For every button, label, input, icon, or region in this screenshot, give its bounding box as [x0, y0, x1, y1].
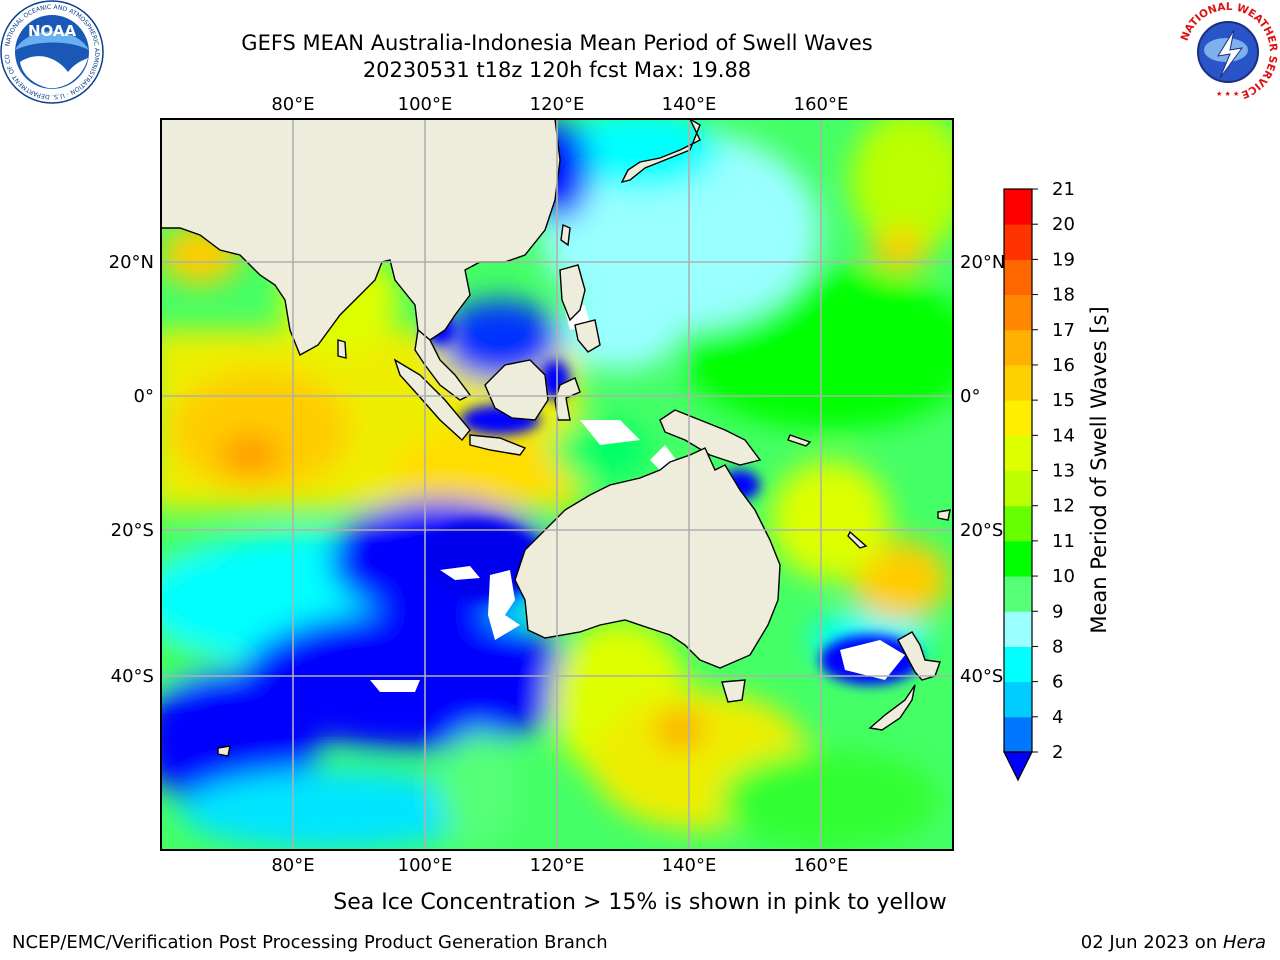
colorbar-segment	[1004, 576, 1032, 612]
svg-text:★ ★ ★: ★ ★ ★	[1216, 90, 1239, 98]
lon-label-top: 160°E	[794, 94, 849, 115]
colorbar-tick-label: 2	[1052, 742, 1063, 763]
colorbar-segment	[1004, 400, 1032, 436]
chart-subtitle: 20230531 t18z 120h fcst Max: 19.88	[362, 58, 752, 82]
lon-label-top: 80°E	[271, 94, 314, 115]
noaa-logo: NATIONAL OCEANIC AND ATMOSPHERIC ADMINIS…	[0, 0, 104, 104]
colorbar-segment	[1004, 329, 1032, 366]
colorbar-extension	[1003, 751, 1033, 782]
lon-label-bottom: 140°E	[662, 855, 717, 876]
colorbar-tick-label: 14	[1052, 425, 1075, 446]
lon-label-top: 100°E	[398, 94, 453, 115]
mask-patches	[370, 305, 905, 692]
landmasses	[161, 119, 951, 757]
noaa-logo-text: NOAA	[28, 22, 77, 40]
footer-credit: NCEP/EMC/Verification Post Processing Pr…	[12, 932, 608, 953]
lat-label-left: 20°N	[109, 252, 154, 273]
colorbar-tick-label: 12	[1052, 496, 1075, 517]
lon-label-bottom: 120°E	[530, 855, 585, 876]
colorbar-tick-label: 13	[1052, 461, 1075, 482]
colorbar-segment	[1004, 716, 1032, 753]
lat-label-right: 40°S	[960, 666, 1003, 687]
lat-label-right: 20°S	[960, 520, 1003, 541]
map-field	[161, 119, 953, 850]
colorbar-tick-label: 18	[1052, 285, 1075, 306]
colorbar-segment	[1004, 681, 1032, 718]
map-frame	[160, 118, 954, 851]
lon-label-bottom: 100°E	[398, 855, 453, 876]
footer-date-text: 02 Jun 2023 on	[1080, 932, 1223, 953]
nws-logo: NATIONAL WEATHER SERVICE ★ ★ ★	[1178, 1, 1279, 102]
colorbar: 2 4 6 8 9 10 11 12 13 14 15 16 17 18 19 20 21	[1003, 179, 1075, 782]
colorbar-segment	[1004, 646, 1032, 683]
colorbar-tick-label: 11	[1052, 531, 1075, 552]
colorbar-tick-label: 15	[1052, 390, 1075, 411]
colorbar-segment	[1004, 505, 1032, 542]
lon-label-bottom: 80°E	[271, 855, 314, 876]
lon-label-top: 140°E	[662, 94, 717, 115]
graticule	[161, 119, 953, 850]
colorbar-segment	[1004, 540, 1032, 577]
lon-label-bottom: 160°E	[794, 855, 849, 876]
sea-ice-note: Sea Ice Concentration > 15% is shown in …	[333, 890, 947, 915]
colorbar-tick-label: 6	[1052, 672, 1063, 693]
colorbar-tick-label: 17	[1052, 320, 1075, 341]
colorbar-segment	[1004, 294, 1032, 331]
colorbar-tick-label: 20	[1052, 214, 1075, 235]
lon-label-top: 120°E	[530, 94, 585, 115]
lat-label-left: 20°S	[111, 520, 154, 541]
lat-label-right: 20°N	[960, 252, 1005, 273]
colorbar-segment	[1004, 611, 1032, 647]
colorbar-tick-label: 21	[1052, 179, 1075, 200]
colorbar-tick-label: 4	[1052, 707, 1063, 728]
colorbar-label: Mean Period of Swell Waves [s]	[1087, 306, 1111, 633]
colorbar-tick-label: 10	[1052, 566, 1075, 587]
lat-label-left: 40°S	[111, 666, 154, 687]
lat-label-right: 0°	[960, 386, 980, 407]
footer-host: Hera	[1222, 932, 1266, 953]
colorbar-tick-label: 19	[1052, 249, 1075, 270]
colorbar-tick-label: 16	[1052, 355, 1075, 376]
colorbar-segment	[1004, 364, 1032, 401]
colorbar-segment	[1004, 470, 1032, 507]
chart-title: GEFS MEAN Australia-Indonesia Mean Perio…	[241, 31, 873, 55]
colorbar-tick-label: 9	[1052, 601, 1063, 622]
colorbar-tick-label: 8	[1052, 636, 1063, 657]
footer-date: 02 Jun 2023 on Hera	[1081, 932, 1266, 953]
colorbar-segment	[1004, 189, 1032, 225]
lat-label-left: 0°	[134, 386, 154, 407]
colorbar-segment	[1004, 224, 1032, 260]
colorbar-segment	[1004, 435, 1032, 471]
colorbar-segment	[1004, 259, 1032, 296]
